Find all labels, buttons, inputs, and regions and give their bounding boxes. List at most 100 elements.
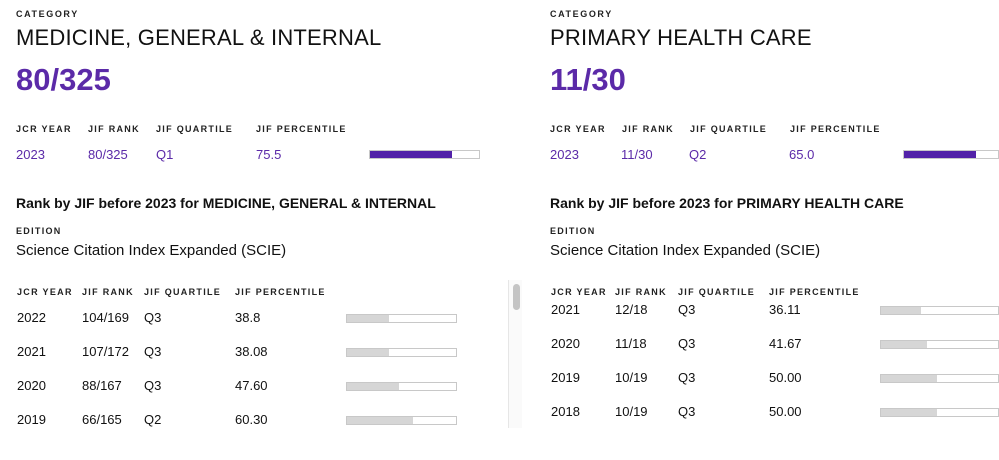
- history-title: Rank by JIF before 2023 for PRIMARY HEAL…: [550, 195, 904, 211]
- row-percentile-bar-fill: [881, 307, 922, 314]
- table-row: 2020 11/18 Q3 41.67: [534, 336, 999, 370]
- row-percentile-bar-fill: [347, 315, 390, 322]
- edition-value: Science Citation Index Expanded (SCIE): [16, 242, 287, 259]
- current-jif-quartile: Q2: [689, 147, 707, 162]
- table-row: 2020 88/167 Q3 47.60: [0, 378, 530, 412]
- row-quartile: Q3: [144, 310, 162, 325]
- row-quartile: Q3: [678, 404, 696, 419]
- edition-label: EDITION: [550, 226, 596, 236]
- header-jif-percentile: JIF PERCENTILE: [256, 124, 347, 134]
- table-row: 2021 107/172 Q3 38.08: [0, 344, 530, 378]
- current-jif-rank: 80/325: [88, 147, 128, 162]
- row-percentile-bar: [880, 408, 999, 417]
- current-jif-percentile: 65.0: [789, 147, 815, 162]
- history-header-jif-percentile: JIF PERCENTILE: [235, 287, 326, 297]
- row-percentile-bar-fill: [347, 383, 399, 390]
- row-percentile-bar: [346, 314, 457, 323]
- history-header-jif-quartile: JIF QUARTILE: [144, 287, 222, 297]
- row-rank: 11/18: [615, 336, 647, 351]
- row-year: 2022: [17, 310, 46, 325]
- current-jif-percentile: 75.5: [256, 147, 282, 162]
- history-header-jif-quartile: JIF QUARTILE: [678, 287, 756, 297]
- table-row: 2021 12/18 Q3 36.11: [534, 302, 999, 336]
- table-row: 2022 104/169 Q3 38.8: [0, 310, 530, 344]
- history-scrollbar[interactable]: [508, 280, 522, 428]
- table-row: 2019 66/165 Q2 60.30: [0, 412, 530, 430]
- category-panel-primary-health-care: CATEGORY PRIMARY HEALTH CARE 11/30 JCR Y…: [534, 0, 999, 460]
- current-percentile-bar-fill: [904, 151, 977, 158]
- row-percentile-bar-fill: [347, 417, 413, 424]
- row-percentile: 50.00: [769, 370, 802, 385]
- row-rank: 12/18: [615, 302, 648, 317]
- row-year: 2020: [551, 336, 580, 351]
- row-percentile-bar-fill: [881, 341, 928, 348]
- current-jif-quartile: Q1: [156, 147, 174, 162]
- header-jif-quartile: JIF QUARTILE: [690, 124, 768, 134]
- header-jcr-year: JCR YEAR: [16, 124, 72, 134]
- header-jif-quartile: JIF QUARTILE: [156, 124, 234, 134]
- table-row: 2019 10/19 Q3 50.00: [534, 370, 999, 404]
- current-percentile-bar: [903, 150, 999, 159]
- row-rank: 107/172: [82, 344, 129, 359]
- current-jif-rank: 11/30: [621, 147, 653, 162]
- row-percentile-bar: [346, 382, 457, 391]
- row-rank: 104/169: [82, 310, 129, 325]
- row-quartile: Q3: [678, 370, 696, 385]
- row-percentile-bar: [880, 340, 999, 349]
- row-percentile-bar: [346, 416, 457, 425]
- header-jif-rank: JIF RANK: [622, 124, 674, 134]
- row-quartile: Q2: [144, 412, 162, 427]
- history-table[interactable]: JCR YEAR JIF RANK JIF QUARTILE JIF PERCE…: [0, 280, 530, 430]
- row-percentile: 50.00: [769, 404, 802, 419]
- row-year: 2020: [17, 378, 46, 393]
- row-rank: 88/167: [82, 378, 122, 393]
- row-quartile: Q3: [144, 344, 162, 359]
- row-quartile: Q3: [678, 336, 696, 351]
- row-percentile-bar-fill: [881, 409, 937, 416]
- history-header-jcr-year: JCR YEAR: [551, 287, 607, 297]
- row-year: 2021: [551, 302, 580, 317]
- row-quartile: Q3: [144, 378, 162, 393]
- history-title: Rank by JIF before 2023 for MEDICINE, GE…: [16, 195, 436, 211]
- table-row: 2018 10/19 Q3 50.00: [534, 404, 999, 430]
- current-jcr-year: 2023: [550, 147, 579, 162]
- header-jif-percentile: JIF PERCENTILE: [790, 124, 881, 134]
- current-percentile-bar-fill: [370, 151, 453, 158]
- row-percentile-bar: [346, 348, 457, 357]
- edition-value: Science Citation Index Expanded (SCIE): [550, 242, 821, 259]
- history-header-jif-rank: JIF RANK: [82, 287, 134, 297]
- row-year: 2019: [551, 370, 580, 385]
- row-rank: 10/19: [615, 404, 648, 419]
- current-percentile-bar: [369, 150, 480, 159]
- history-header-jcr-year: JCR YEAR: [17, 287, 73, 297]
- row-year: 2018: [551, 404, 580, 419]
- history-header-jif-percentile: JIF PERCENTILE: [769, 287, 860, 297]
- category-label: CATEGORY: [16, 9, 79, 19]
- row-percentile: 38.08: [235, 344, 268, 359]
- row-percentile-bar-fill: [881, 375, 937, 382]
- current-jcr-year: 2023: [16, 147, 45, 162]
- row-percentile-bar: [880, 374, 999, 383]
- row-rank: 10/19: [615, 370, 648, 385]
- row-percentile-bar-fill: [347, 349, 389, 356]
- row-rank: 66/165: [82, 412, 122, 427]
- scrollbar-thumb[interactable]: [513, 284, 520, 310]
- row-year: 2021: [17, 344, 46, 359]
- row-percentile: 41.67: [769, 336, 802, 351]
- category-name: MEDICINE, GENERAL & INTERNAL: [16, 25, 382, 50]
- category-rank: 11/30: [550, 62, 626, 97]
- category-panel-medicine: CATEGORY MEDICINE, GENERAL & INTERNAL 80…: [0, 9, 530, 430]
- header-jcr-year: JCR YEAR: [550, 124, 606, 134]
- row-percentile: 36.11: [769, 302, 801, 317]
- header-jif-rank: JIF RANK: [88, 124, 140, 134]
- category-label: CATEGORY: [550, 9, 613, 19]
- history-header-jif-rank: JIF RANK: [615, 287, 667, 297]
- edition-label: EDITION: [16, 226, 62, 236]
- row-percentile: 47.60: [235, 378, 268, 393]
- row-percentile: 60.30: [235, 412, 268, 427]
- history-table[interactable]: JCR YEAR JIF RANK JIF QUARTILE JIF PERCE…: [534, 280, 999, 430]
- category-rank: 80/325: [16, 62, 111, 97]
- category-name: PRIMARY HEALTH CARE: [550, 25, 812, 50]
- row-year: 2019: [17, 412, 46, 427]
- row-percentile-bar: [880, 306, 999, 315]
